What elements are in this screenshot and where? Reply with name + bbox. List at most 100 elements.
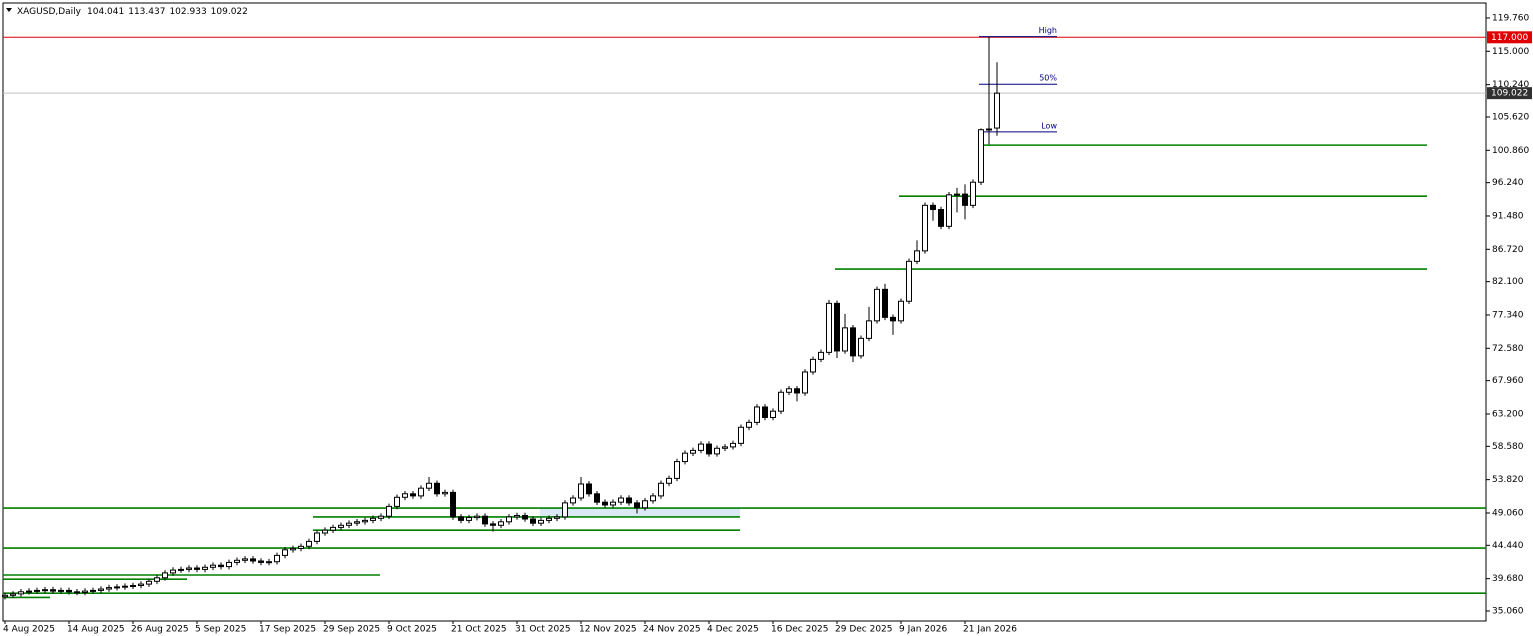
candle-body bbox=[786, 388, 792, 393]
candle-body bbox=[898, 300, 904, 322]
y-tick-label: 63.200 bbox=[1492, 409, 1524, 419]
candle-body bbox=[754, 406, 760, 423]
x-tick-label: 24 Nov 2025 bbox=[643, 625, 701, 635]
x-tick-label: 16 Dec 2025 bbox=[771, 625, 829, 635]
candle-body bbox=[298, 545, 304, 549]
candle-body bbox=[442, 491, 448, 495]
candle-body bbox=[554, 516, 560, 519]
y-tick-label: 77.340 bbox=[1492, 310, 1524, 320]
x-tick-label: 17 Sep 2025 bbox=[259, 625, 316, 635]
fibo-label: High bbox=[1039, 26, 1057, 35]
zone-highlight bbox=[540, 508, 740, 517]
candle-body bbox=[314, 532, 320, 542]
candle-body bbox=[834, 302, 840, 352]
candle-body bbox=[674, 461, 680, 479]
candle-body bbox=[850, 327, 856, 357]
x-tick-label: 21 Jan 2026 bbox=[963, 625, 1017, 635]
candle-body bbox=[234, 559, 240, 563]
candle-body bbox=[986, 128, 992, 131]
x-tick-label: 9 Jan 2026 bbox=[899, 625, 947, 635]
candle-body bbox=[274, 554, 280, 563]
candle-body bbox=[450, 491, 456, 518]
y-tick-label: 119.760 bbox=[1492, 13, 1529, 23]
x-tick-label: 4 Aug 2025 bbox=[3, 625, 55, 635]
candle-body bbox=[826, 302, 832, 353]
candle-body bbox=[266, 561, 272, 564]
y-tick-label: 86.720 bbox=[1492, 245, 1524, 255]
y-tick-label: 110.240 bbox=[1492, 80, 1529, 90]
candle-body bbox=[458, 516, 464, 521]
fibo-label: Low bbox=[1041, 121, 1057, 130]
ohlc-close: 109.022 bbox=[211, 7, 248, 17]
fibo-label: 50% bbox=[1039, 74, 1057, 83]
candle-body bbox=[650, 495, 656, 502]
candle-body bbox=[74, 591, 80, 594]
y-tick-label: 96.240 bbox=[1492, 178, 1524, 188]
candle-body bbox=[290, 547, 296, 551]
alert-tag bbox=[1487, 31, 1532, 44]
candle-body bbox=[202, 566, 208, 570]
candle-body bbox=[946, 194, 952, 227]
candle-body bbox=[690, 449, 696, 454]
candle-body bbox=[330, 526, 336, 531]
candle-body bbox=[98, 588, 104, 591]
candle-body bbox=[18, 591, 24, 595]
candle-body bbox=[306, 540, 312, 547]
candle-body bbox=[770, 410, 776, 418]
price-tag-label: 109.022 bbox=[1491, 89, 1528, 99]
candle-body bbox=[154, 577, 160, 582]
candle-body bbox=[250, 558, 256, 562]
x-tick-label: 12 Nov 2025 bbox=[579, 625, 637, 635]
candle-body bbox=[346, 522, 352, 526]
candle-body bbox=[738, 426, 744, 444]
candle-body bbox=[162, 572, 168, 579]
candle-body bbox=[498, 521, 504, 526]
x-tick-label: 5 Sep 2025 bbox=[195, 625, 246, 635]
candle-body bbox=[794, 388, 800, 394]
candle-body bbox=[714, 447, 720, 455]
candle-body bbox=[34, 589, 40, 592]
y-tick-label: 44.440 bbox=[1492, 541, 1524, 551]
y-tick-label: 58.580 bbox=[1492, 442, 1524, 452]
candle-body bbox=[42, 589, 48, 592]
candle-body bbox=[562, 502, 568, 518]
candle-body bbox=[242, 558, 248, 561]
candle-body bbox=[434, 482, 440, 495]
candle-body bbox=[282, 549, 288, 556]
candle-body bbox=[546, 517, 552, 521]
candle-body bbox=[530, 518, 536, 524]
candle-body bbox=[522, 514, 528, 520]
plot-frame bbox=[2, 2, 1487, 622]
candle-body bbox=[186, 567, 192, 570]
candle-body bbox=[146, 580, 152, 585]
candle-body bbox=[426, 482, 432, 489]
y-tick-label: 82.100 bbox=[1492, 277, 1524, 287]
y-tick-label: 49.060 bbox=[1492, 508, 1524, 518]
x-tick-label: 14 Aug 2025 bbox=[67, 625, 125, 635]
candle-body bbox=[482, 515, 488, 525]
ohlc-open: 104.041 bbox=[87, 7, 124, 17]
candle-body bbox=[922, 204, 928, 252]
candle-body bbox=[370, 517, 376, 521]
candle-body bbox=[802, 371, 808, 394]
candle-body bbox=[338, 524, 344, 528]
candle-body bbox=[506, 516, 512, 523]
candle-body bbox=[594, 493, 600, 503]
y-tick-label: 53.820 bbox=[1492, 475, 1524, 485]
candle-body bbox=[490, 523, 496, 526]
y-tick-label: 115.000 bbox=[1492, 47, 1529, 57]
x-tick-label: 9 Oct 2025 bbox=[387, 625, 437, 635]
candle-body bbox=[874, 288, 880, 322]
y-tick-label: 72.580 bbox=[1492, 344, 1524, 354]
y-tick-label: 39.680 bbox=[1492, 574, 1524, 584]
alert-tag-label: 117.000 bbox=[1491, 33, 1528, 43]
candle-body bbox=[354, 521, 360, 524]
candle-body bbox=[218, 564, 224, 568]
candle-body bbox=[906, 260, 912, 302]
x-tick-label: 29 Sep 2025 bbox=[323, 625, 380, 635]
candle-body bbox=[818, 351, 824, 360]
candle-body bbox=[858, 337, 864, 357]
menu-icon[interactable] bbox=[6, 8, 12, 12]
